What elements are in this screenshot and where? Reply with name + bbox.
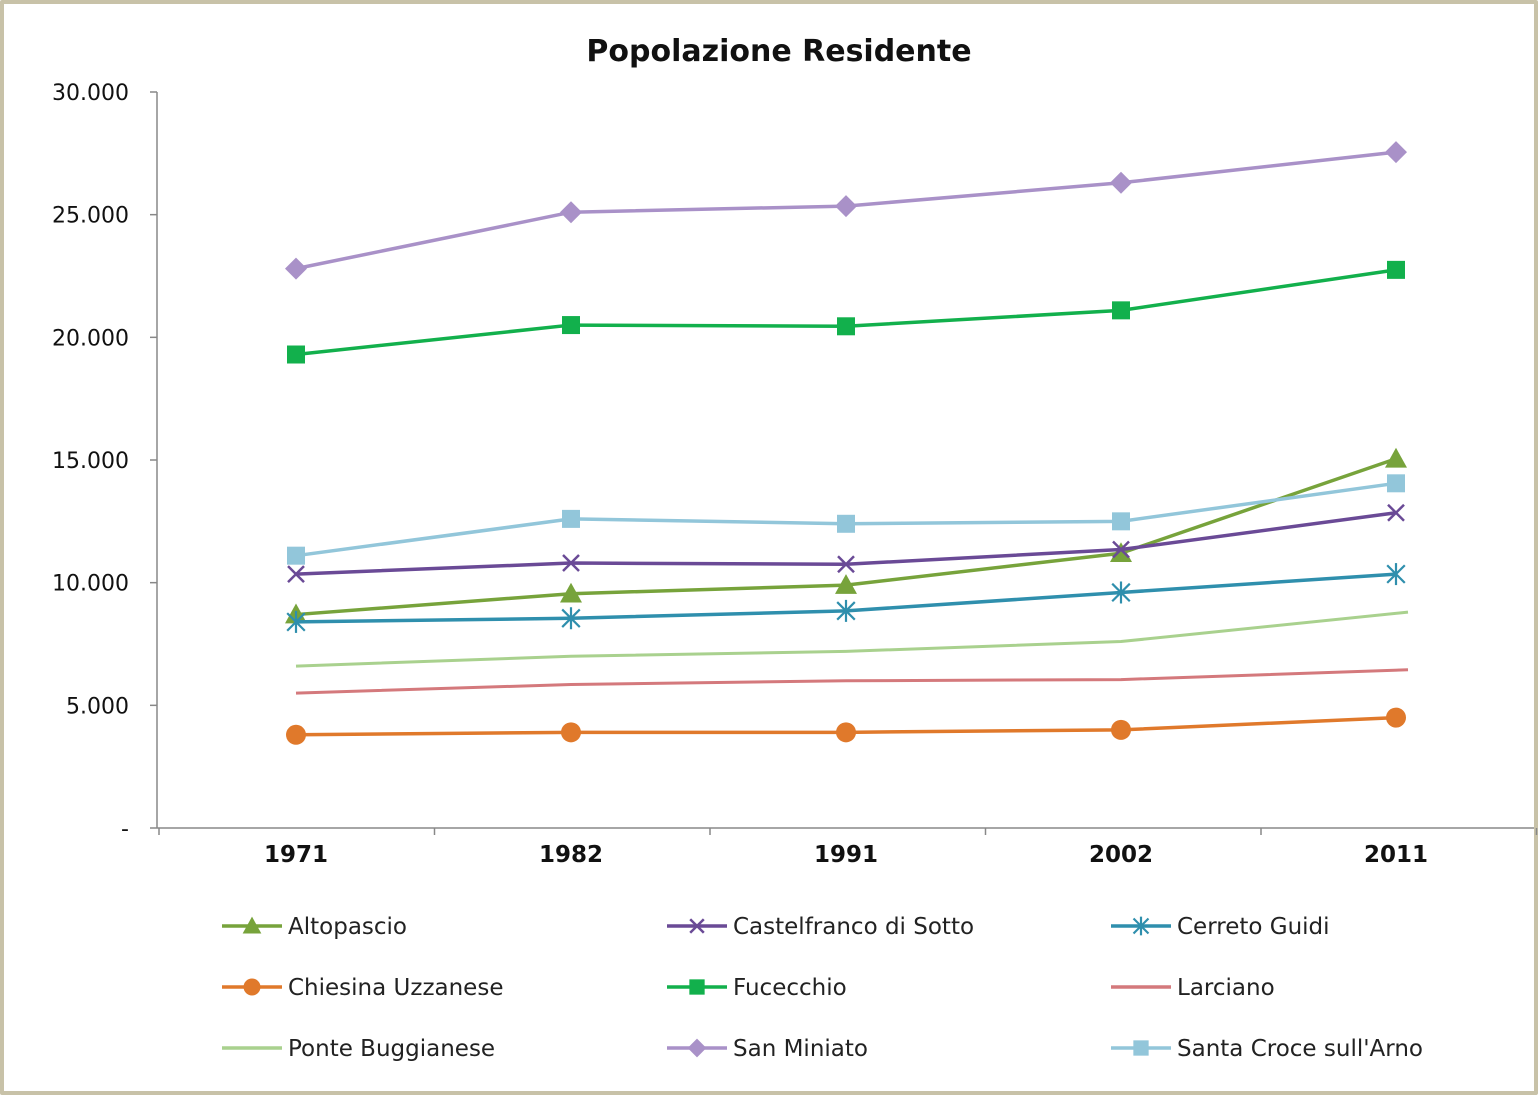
series-fucecchio [287,260,1405,364]
data-point [1110,171,1132,194]
legend-marker [1133,1040,1149,1056]
y-tick-label: - [121,817,129,842]
marker-stroke [1387,503,1405,522]
y-axis-ticks: - 5.000 10.000 15.000 20.000 25.000 30.000 [52,81,157,842]
marker-stroke [287,565,305,583]
data-point [1387,260,1405,279]
data-point [287,565,305,583]
series-line [295,668,1409,695]
data-point [560,582,582,603]
x-tick-label: 1982 [539,842,603,868]
data-point [837,317,855,336]
data-point [1386,707,1406,728]
data-point [836,599,856,622]
series-larciano [295,668,1409,695]
data-point [1387,474,1405,493]
x-tick-label: 2011 [1364,842,1428,868]
x-axis-ticks: 1971 1982 1991 2002 2011 [158,828,1538,868]
x-tick-label: 2002 [1089,842,1153,868]
data-point [1110,542,1132,563]
series-cerreto-guidi [286,563,1406,633]
y-tick-label: 30.000 [52,81,129,106]
legend-marker [687,1038,707,1058]
legend-item: Chiesina Uzzanese [222,975,503,1001]
marker-stroke [837,555,855,574]
data-point [1111,581,1131,604]
legend-label: Chiesina Uzzanese [288,975,503,1001]
x-tick-label: 1991 [814,842,878,868]
data-point [835,574,857,594]
legend-marker [689,979,705,995]
data-point [1387,503,1405,522]
data-point [287,546,305,565]
legend: Altopascio Castelfranco di Sotto Cerreto G… [222,914,1423,1062]
data-point [562,316,580,335]
series-san-miniato [285,141,1407,280]
legend-item: Altopascio [222,914,407,940]
data-point [561,607,581,630]
legend-item: Larciano [1111,975,1275,1001]
data-point [285,257,307,280]
data-point [837,555,855,574]
data-point [560,201,582,224]
y-tick-label: 25.000 [52,204,129,229]
legend-item: San Miniato [667,1036,868,1062]
legend-label: Altopascio [288,914,407,940]
legend-item: Santa Croce sull'Arno [1111,1036,1423,1062]
data-point [287,345,305,364]
data-point [835,195,857,218]
data-point [1112,540,1130,559]
series-castelfranco-di-sotto [287,503,1405,583]
legend-item: Castelfranco di Sotto [667,914,974,940]
y-tick-label: 20.000 [52,326,129,351]
data-point [1111,719,1131,740]
data-point [286,610,306,633]
legend-label: Santa Croce sull'Arno [1177,1036,1423,1062]
legend-label: San Miniato [733,1036,868,1062]
legend-marker [689,918,705,934]
series-layer [285,141,1409,745]
y-tick-label: 5.000 [66,694,129,719]
series-chiesina-uzzanese [286,707,1406,745]
legend-label: Fucecchio [733,975,847,1001]
line-chart: Popolazione Residente - 5.000 10.000 15.000… [52,34,1538,1062]
y-tick-label: 15.000 [52,449,129,474]
y-tick-label: 10.000 [52,572,129,597]
legend-item: Fucecchio [667,975,847,1001]
legend-marker [243,978,261,996]
legend-label: Cerreto Guidi [1177,914,1330,940]
legend-label: Larciano [1177,975,1275,1001]
data-point [1385,447,1407,468]
legend-marker [1132,916,1150,936]
legend-item: Cerreto Guidi [1111,914,1330,940]
legend-marker [242,916,262,934]
series-santa-croce-sull-arno [287,474,1405,565]
legend-label: Castelfranco di Sotto [733,914,974,940]
data-point [562,554,580,572]
series-line [295,268,1397,357]
data-point [1385,141,1407,164]
data-point [286,724,306,745]
data-point [1112,301,1130,320]
data-point [836,722,856,743]
data-point [1386,563,1406,586]
marker-stroke [1112,540,1130,559]
data-point [837,514,855,533]
x-tick-label: 1971 [264,842,328,868]
data-point [1112,512,1130,531]
chart-title: Popolazione Residente [586,34,971,69]
marker-stroke [562,554,580,572]
series-ponte-buggianese [295,610,1409,668]
marker-stroke [689,918,705,934]
data-point [561,722,581,743]
series-line [295,610,1409,668]
legend-label: Ponte Buggianese [288,1036,495,1062]
data-point [562,509,580,528]
legend-item: Ponte Buggianese [222,1036,495,1062]
